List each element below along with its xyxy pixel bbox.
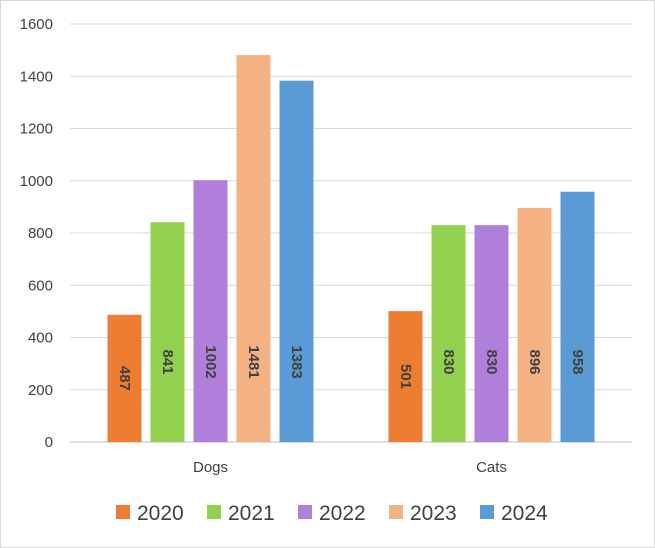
data-label: 1481 — [245, 345, 262, 378]
y-axis-ticks: 0 200 400 600 800 1000 1200 1400 1600 — [20, 16, 53, 451]
data-label: 501 — [397, 364, 414, 389]
bar-cats-2022 — [474, 225, 509, 442]
data-label: 1002 — [202, 345, 219, 378]
bar-dogs-2021 — [150, 222, 185, 442]
bar-cats-2021 — [431, 225, 466, 442]
legend: 2020 2021 2022 2023 2024 — [116, 502, 548, 525]
legend-swatch-2024 — [480, 505, 494, 519]
legend-swatch-2020 — [116, 505, 130, 519]
data-label: 487 — [116, 366, 133, 391]
legend-label-2020: 2020 — [137, 502, 184, 525]
category-label-dogs: Dogs — [193, 459, 228, 476]
data-label: 1383 — [288, 345, 305, 378]
y-tick-label: 800 — [28, 225, 53, 242]
y-tick-label: 1600 — [20, 16, 53, 33]
data-label: 830 — [483, 349, 500, 374]
bar-cats-2020 — [388, 311, 423, 442]
bar-dogs-2023 — [236, 55, 271, 443]
data-label: 841 — [159, 349, 176, 374]
y-tick-label: 0 — [45, 434, 53, 451]
bar-dogs-2024 — [279, 80, 314, 442]
y-tick-label: 1000 — [20, 173, 53, 190]
y-tick-label: 1200 — [20, 121, 53, 138]
legend-label-2022: 2022 — [319, 502, 366, 525]
bar-dogs-2022 — [193, 180, 228, 443]
y-tick-label: 1400 — [20, 68, 53, 85]
data-label: 896 — [526, 349, 543, 374]
legend-label-2024: 2024 — [501, 502, 548, 525]
bar-cats-2023 — [517, 207, 552, 442]
data-label: 830 — [440, 349, 457, 374]
data-label: 958 — [569, 349, 586, 374]
legend-swatch-2022 — [298, 505, 312, 519]
bar-dogs-2020 — [107, 314, 142, 442]
legend-label-2023: 2023 — [410, 502, 457, 525]
category-label-cats: Cats — [476, 459, 507, 476]
legend-swatch-2023 — [389, 505, 403, 519]
legend-label-2021: 2021 — [228, 502, 275, 525]
category-labels: Dogs Cats — [193, 459, 507, 476]
data-labels: 487 841 1002 1481 1383 501 830 830 896 958 — [116, 345, 586, 391]
y-tick-label: 400 — [28, 330, 53, 347]
y-tick-label: 200 — [28, 382, 53, 399]
y-tick-label: 600 — [28, 277, 53, 294]
legend-swatch-2021 — [207, 505, 221, 519]
bars — [107, 55, 595, 443]
bar-cats-2024 — [560, 191, 595, 442]
